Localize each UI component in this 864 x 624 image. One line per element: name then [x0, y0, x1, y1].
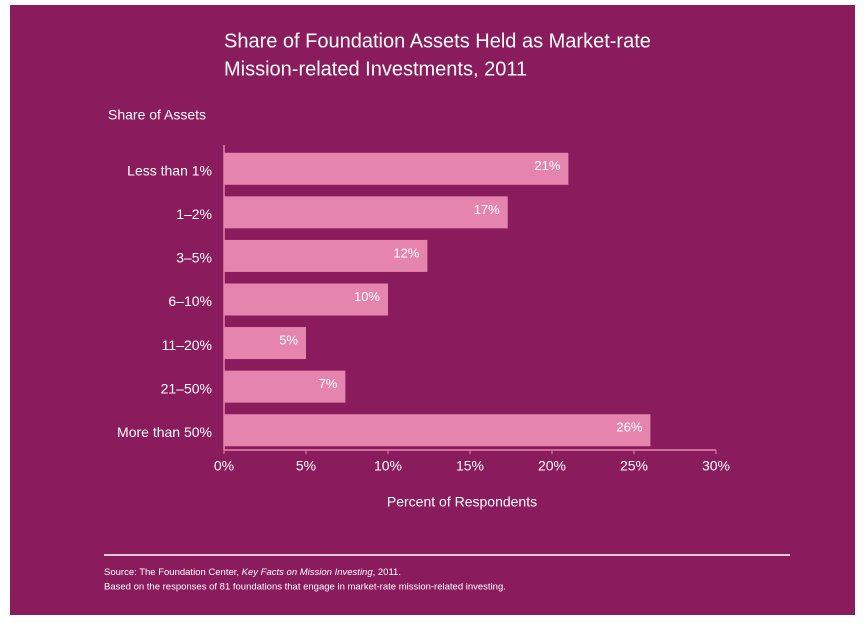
- bar: [224, 370, 346, 403]
- chart-title: Mission-related Investments, 2011: [224, 58, 527, 80]
- source-publication: Key Facts on Mission Investing: [242, 567, 374, 578]
- y-tick-label: 6–10%: [168, 293, 212, 309]
- x-tick-label: 5%: [296, 458, 316, 474]
- x-tick-label: 15%: [456, 458, 484, 474]
- bar: [224, 239, 428, 272]
- x-tick-label: 0%: [214, 458, 234, 474]
- y-tick-label: 1–2%: [176, 206, 212, 222]
- value-label: 12%: [393, 245, 419, 260]
- y-axis-title: Share of Assets: [108, 107, 206, 123]
- x-tick-label: 10%: [374, 458, 402, 474]
- bar: [224, 196, 508, 229]
- x-tick-label: 30%: [702, 458, 730, 474]
- value-label: 5%: [279, 333, 298, 348]
- source-prefix: Source: The Foundation Center,: [104, 567, 242, 578]
- chart-title: Share of Foundation Assets Held as Marke…: [224, 30, 651, 52]
- value-label: 21%: [534, 158, 560, 173]
- source: Source: The Foundation Center, Key Facts…: [104, 567, 401, 578]
- source-note: Based on the responses of 81 foundations…: [104, 582, 506, 593]
- y-tick-label: Less than 1%: [127, 162, 212, 178]
- y-tick-label: 11–20%: [162, 337, 212, 353]
- bar: [224, 414, 651, 447]
- bar: [224, 283, 388, 316]
- value-label: 17%: [474, 202, 500, 217]
- y-tick-label: 21–50%: [161, 380, 212, 396]
- value-label: 7%: [319, 376, 338, 391]
- y-tick-label: More than 50%: [117, 424, 212, 440]
- panel: [10, 5, 855, 615]
- bar: [224, 327, 306, 360]
- x-tick-label: 20%: [538, 458, 566, 474]
- x-axis-title: Percent of Respondents: [387, 494, 537, 510]
- value-label: 26%: [616, 420, 642, 435]
- x-tick-label: 25%: [620, 458, 648, 474]
- y-tick-label: 3–5%: [176, 250, 212, 266]
- value-label: 10%: [354, 289, 380, 304]
- source-suffix: , 2011.: [373, 567, 401, 578]
- bar: [224, 152, 569, 185]
